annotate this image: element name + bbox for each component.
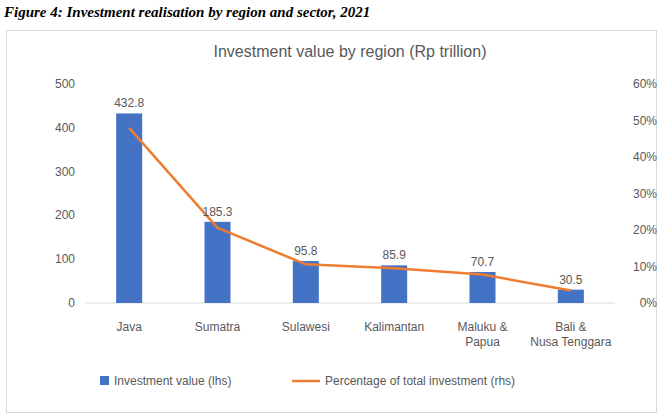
bar [293,261,319,303]
legend-swatch [100,376,109,385]
chart-svg: Investment value by region (Rp trillion)… [0,0,664,418]
figure-caption: Figure 4: Investment realisation by regi… [4,4,370,21]
legend-label: Investment value (lhs) [114,374,231,388]
x-tick-label: Maluku &Papua [457,320,507,349]
y-tick-label: 500 [55,77,75,91]
y2-tick-label: 20% [633,223,657,237]
y2-tick [615,120,618,121]
x-tick-label: Sumatra [195,320,241,334]
y2-tick-label: 60% [633,77,657,91]
legend-label: Percentage of total investment (rhs) [325,374,515,388]
y2-tick-label: 0% [640,296,658,310]
data-labels: 432.8 185.3 95.8 85.9 70.7 30.5 [114,96,583,286]
x-tick-line: Maluku & [457,320,507,334]
x-tick-label: Bali &Nusa Tenggara [530,320,611,349]
y2-tick-label: 10% [633,260,657,274]
y2-tick-label: 40% [633,150,657,164]
x-tick-label: Sulawesi [282,320,330,334]
data-label: 70.7 [471,255,495,269]
plot-area [116,113,584,303]
x-tick-line: Papua [465,335,500,349]
bar [381,265,407,303]
line-series [129,128,571,291]
y-tick [82,84,85,85]
y2-tick [615,193,618,194]
x-tick-label: Kalimantan [364,320,424,334]
data-label: 30.5 [559,273,583,287]
y-tick [82,171,85,172]
x-tick-label: Java [116,320,142,334]
y2-tick [615,303,618,304]
chart-title: Investment value by region (Rp trillion) [213,43,486,60]
y2-tick [615,84,618,85]
page: {"caption": "Figure 4: Investment realis… [0,0,664,418]
data-label: 85.9 [382,248,406,262]
y2-tick [615,230,618,231]
bar [116,113,142,303]
x-tick-line: Bali & [555,320,586,334]
data-label: 432.8 [114,96,144,110]
y-tick [82,215,85,216]
legend-swatch [292,380,320,383]
y-tick-label: 0 [68,296,75,310]
y-tick-label: 400 [55,121,75,135]
y2-tick-label: 30% [633,187,657,201]
y-tick [82,127,85,128]
y-tick-label: 100 [55,252,75,266]
bar [558,290,584,303]
x-axis-line [85,303,615,304]
data-label: 185.3 [202,205,232,219]
y2-tick [615,266,618,267]
bar [205,222,231,303]
y-tick-label: 200 [55,208,75,222]
chart-frame [7,31,657,413]
x-tick-line: Nusa Tenggara [530,335,611,349]
y-tick [82,259,85,260]
data-label: 95.8 [294,244,318,258]
y-tick-label: 300 [55,165,75,179]
y2-tick-label: 50% [633,114,657,128]
y-tick [82,303,85,304]
y2-tick [615,157,618,158]
